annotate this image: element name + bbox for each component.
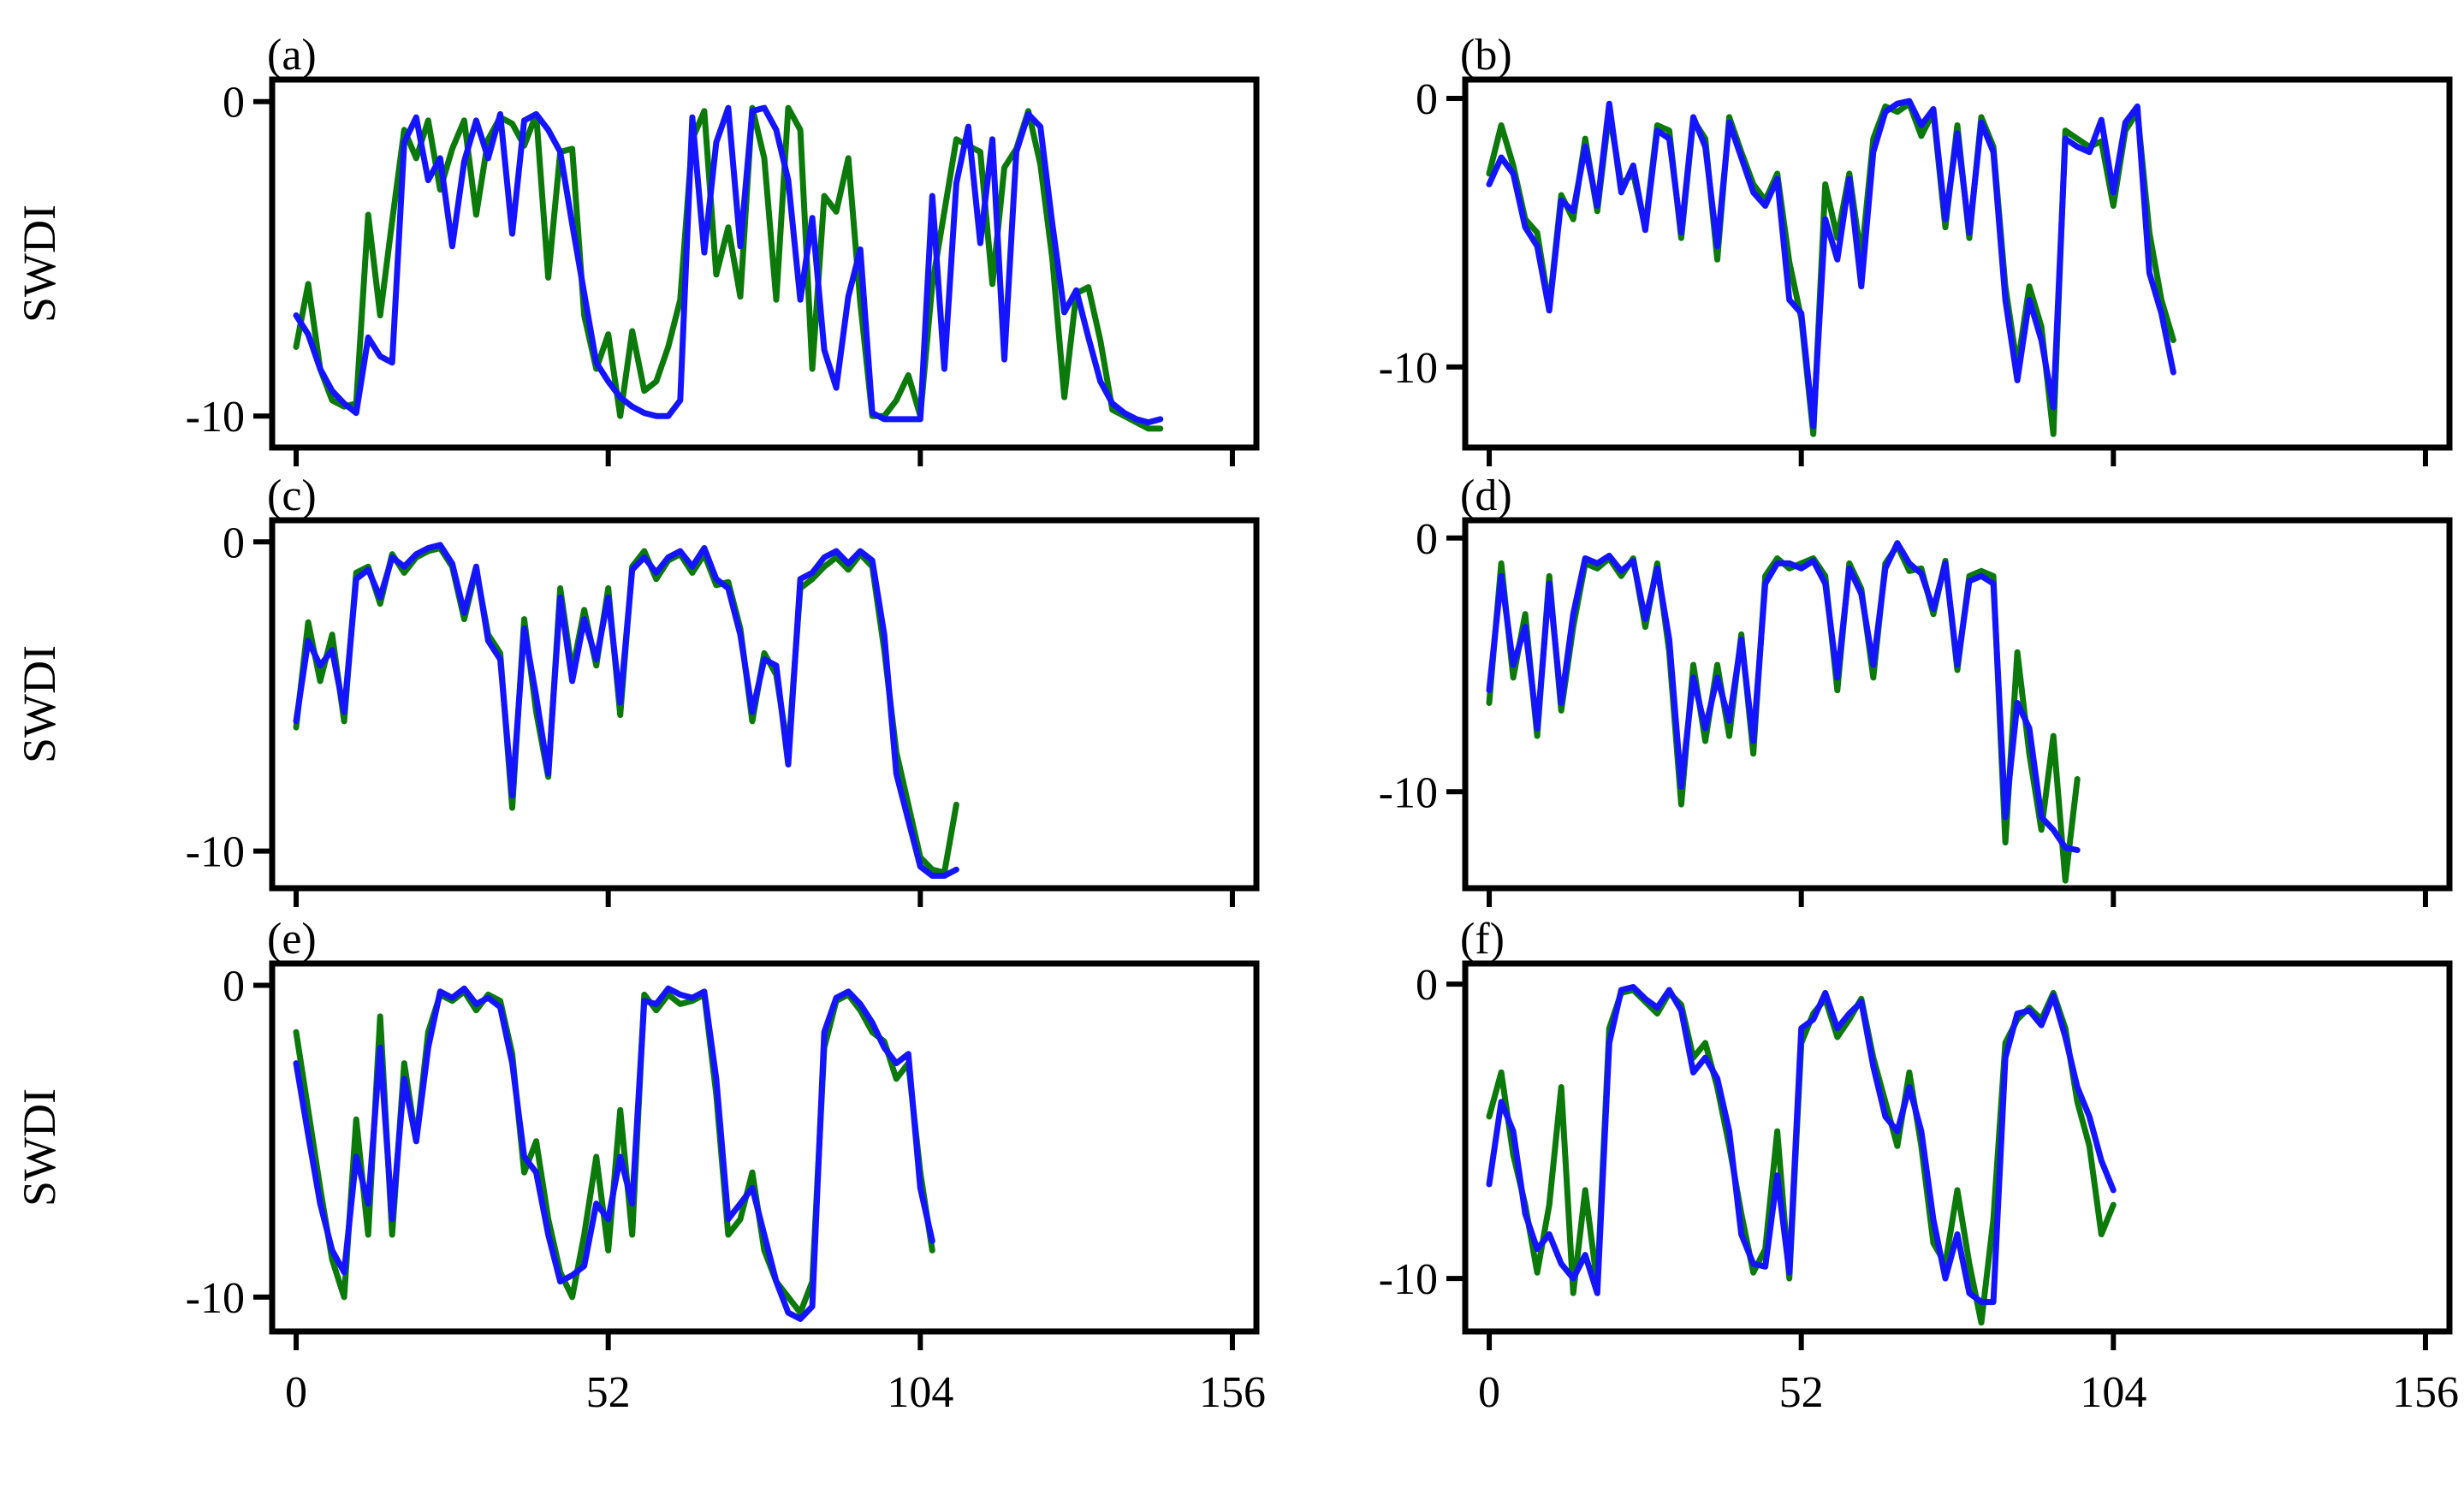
x-tick-label: 0 <box>285 1368 307 1417</box>
y-tick-label: 0 <box>223 519 245 567</box>
series-line-blue <box>293 542 959 879</box>
y-axis-label: SWDI <box>14 645 65 763</box>
panel-2: 0 -10 (b) <box>1379 31 2453 466</box>
x-tick-label: 104 <box>2080 1368 2146 1417</box>
x-tick-label: 0 <box>1478 1368 1500 1417</box>
x-tick-label: 156 <box>1199 1368 1266 1417</box>
plot-frame <box>269 76 1260 451</box>
y-tick-label: -10 <box>1379 344 1438 393</box>
panel-5: 0 -10 0 52 104 156 (e) SWDI <box>14 915 1266 1417</box>
plot-frame <box>269 517 1260 892</box>
series-line-blue <box>293 985 935 1322</box>
y-tick-label: 0 <box>1416 515 1438 564</box>
series-line-blue <box>1486 540 2081 853</box>
plot-frame <box>269 960 1260 1335</box>
panel-label: (f) <box>1460 915 1505 963</box>
panel-label: (c) <box>267 471 317 520</box>
y-tick-label: -10 <box>1379 768 1438 817</box>
y-tick-label: -10 <box>1379 1255 1438 1304</box>
panel-4: 0 -10 (d) <box>1379 471 2453 907</box>
y-tick-label: 0 <box>223 963 245 1011</box>
plot-frame <box>1462 960 2453 1335</box>
panel-3: 0 -10 (c) SWDI <box>14 471 1260 907</box>
plot-frame <box>1462 76 2453 451</box>
series-line-blue <box>1486 984 2117 1306</box>
y-tick-label: 0 <box>1416 75 1438 124</box>
x-tick-label: 156 <box>2392 1368 2459 1417</box>
panel-1: 0 -10 (a) SWDI <box>14 31 1260 466</box>
series-line-blue <box>1486 98 2176 430</box>
panel-label: (b) <box>1460 31 1512 80</box>
y-tick-label: 0 <box>1416 961 1438 1010</box>
x-tick-label: 52 <box>1779 1368 1824 1417</box>
y-axis-label: SWDI <box>14 205 65 323</box>
y-tick-label: 0 <box>223 79 245 127</box>
x-tick-label: 52 <box>586 1368 631 1417</box>
y-tick-label: -10 <box>186 393 245 442</box>
y-axis-label: SWDI <box>14 1088 65 1206</box>
panel-label: (a) <box>267 31 317 80</box>
panel-6: 0 -10 0 52 104 156 (f) <box>1379 915 2459 1417</box>
plot-frame <box>1462 517 2453 892</box>
x-tick-label: 104 <box>887 1368 953 1417</box>
y-tick-label: -10 <box>186 1274 245 1323</box>
y-tick-label: -10 <box>186 828 245 877</box>
panel-group: 0 -10 (a) SWDI 0 -10 (b) 0 -10 (c) SWDI 0 -10 (d) 0 -10… <box>14 31 2459 1417</box>
panel-label: (e) <box>267 915 317 963</box>
panel-label: (d) <box>1460 471 1512 520</box>
series-line-blue <box>293 104 1164 426</box>
